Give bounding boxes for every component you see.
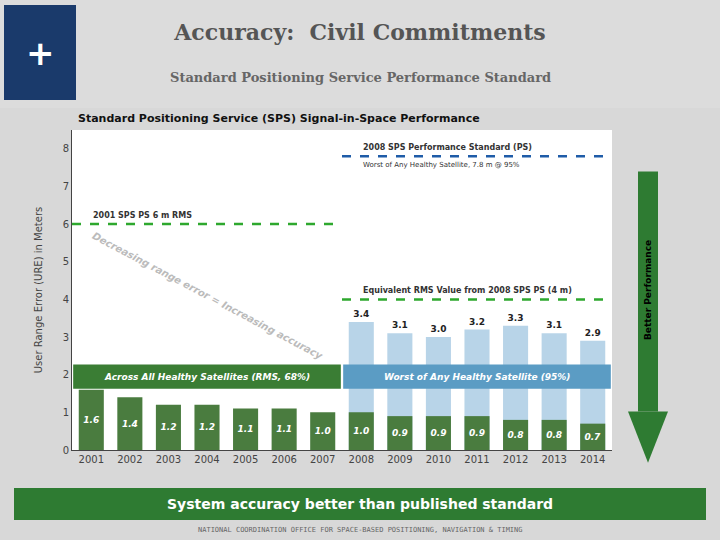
svg-text:5: 5 (63, 256, 69, 267)
svg-text:+: + (26, 33, 55, 73)
svg-text:Worst of Any Healthy Satellite: Worst of Any Healthy Satellite, 7.8 m @ … (363, 161, 520, 169)
svg-text:1.0: 1.0 (353, 426, 369, 436)
svg-text:1.6: 1.6 (83, 415, 99, 425)
svg-text:4: 4 (63, 294, 69, 305)
svg-text:8: 8 (63, 143, 69, 154)
svg-text:2008 SPS Performance Standard: 2008 SPS Performance Standard (PS) (363, 143, 532, 152)
svg-text:2010: 2010 (426, 454, 451, 465)
svg-text:1.4: 1.4 (122, 419, 138, 429)
svg-text:3.4: 3.4 (353, 309, 369, 319)
svg-text:7: 7 (63, 181, 69, 192)
svg-text:2008: 2008 (349, 454, 374, 465)
svg-text:0.7: 0.7 (584, 432, 601, 442)
svg-text:Equivalent RMS Value from 2008: Equivalent RMS Value from 2008 SPS PS (4… (363, 286, 572, 295)
svg-text:2011: 2011 (464, 454, 489, 465)
svg-text:Better Performance: Better Performance (643, 240, 653, 340)
svg-text:3: 3 (63, 332, 69, 343)
svg-text:NATIONAL COORDINATION OFFICE F: NATIONAL COORDINATION OFFICE FOR SPACE-B… (198, 526, 523, 534)
svg-text:1.1: 1.1 (238, 424, 254, 434)
svg-text:Worst of Any Healthy Satellite: Worst of Any Healthy Satellite (95%) (384, 372, 570, 382)
svg-text:1.0: 1.0 (315, 426, 331, 436)
svg-text:2001: 2001 (79, 454, 104, 465)
svg-text:0.8: 0.8 (508, 430, 524, 440)
svg-text:2003: 2003 (156, 454, 181, 465)
svg-text:Decreasing range error = Incre: Decreasing range error = Increasing accu… (91, 230, 325, 361)
svg-text:6: 6 (63, 219, 69, 230)
svg-text:2006: 2006 (271, 454, 296, 465)
svg-text:0.8: 0.8 (546, 430, 562, 440)
svg-text:2013: 2013 (541, 454, 566, 465)
svg-text:2: 2 (63, 369, 69, 380)
svg-text:2014: 2014 (580, 454, 605, 465)
svg-text:Standard Positioning Service (: Standard Positioning Service (SPS) Signa… (78, 112, 480, 125)
svg-text:2001 SPS PS 6 m RMS: 2001 SPS PS 6 m RMS (93, 211, 192, 220)
svg-text:2005: 2005 (233, 454, 258, 465)
svg-text:2004: 2004 (194, 454, 219, 465)
svg-text:3.1: 3.1 (392, 320, 408, 330)
svg-text:1.2: 1.2 (160, 422, 176, 432)
svg-text:Accuracy: Civil Commitments: Accuracy: Civil Commitments (173, 19, 545, 45)
svg-text:2002: 2002 (117, 454, 142, 465)
svg-text:Standard Positioning Service P: Standard Positioning Service Performance… (170, 70, 551, 85)
svg-text:0: 0 (63, 445, 69, 456)
svg-text:2.9: 2.9 (585, 328, 601, 338)
svg-text:3.2: 3.2 (469, 317, 485, 327)
svg-text:0.9: 0.9 (469, 428, 485, 438)
svg-text:1: 1 (63, 407, 69, 418)
svg-text:2009: 2009 (387, 454, 412, 465)
svg-text:2007: 2007 (310, 454, 335, 465)
svg-text:3.3: 3.3 (508, 313, 524, 323)
svg-text:System accuracy better than pu: System accuracy better than published st… (167, 496, 553, 512)
svg-text:3.0: 3.0 (430, 324, 446, 334)
svg-text:Across All Healthy Satellites: Across All Healthy Satellites (RMS, 68%) (104, 372, 310, 382)
svg-text:0.9: 0.9 (392, 428, 408, 438)
svg-text:User Range Error (URE) in Mete: User Range Error (URE) in Meters (33, 207, 44, 373)
svg-text:3.1: 3.1 (546, 320, 562, 330)
svg-text:1.2: 1.2 (199, 422, 215, 432)
svg-text:2012: 2012 (503, 454, 528, 465)
svg-text:1.1: 1.1 (276, 424, 292, 434)
svg-text:0.9: 0.9 (430, 428, 446, 438)
